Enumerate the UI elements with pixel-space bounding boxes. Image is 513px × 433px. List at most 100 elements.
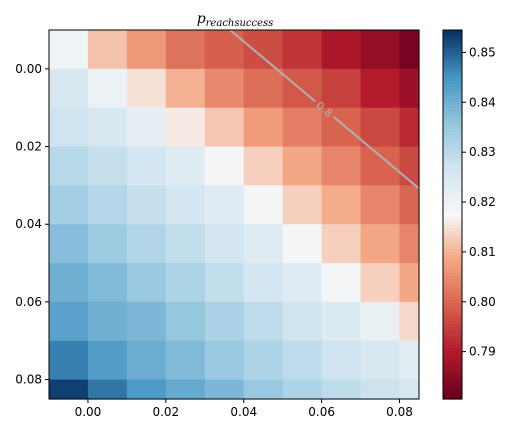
colorbar-swatch — [443, 36, 462, 40]
heatmap-cell — [243, 263, 284, 303]
heatmap-cell — [165, 340, 206, 381]
heatmap-cell — [282, 68, 323, 109]
heatmap-cell — [165, 379, 206, 400]
heatmap-cell — [243, 146, 284, 186]
heatmap-cell — [204, 146, 245, 186]
heatmap-cell — [321, 224, 362, 264]
colorbar-swatch — [443, 93, 462, 97]
colorbar-swatch — [443, 198, 462, 202]
heatmap-cell — [126, 107, 167, 148]
colorbar-swatch — [443, 210, 462, 214]
heatmap-cell — [165, 224, 206, 264]
colorbar-swatch — [443, 381, 462, 385]
colorbar-tick-label: 0.85 — [469, 45, 496, 59]
colorbar-swatch — [443, 105, 462, 109]
x-tick-label: 0.08 — [386, 405, 413, 419]
x-axis: 0.00 0.02 0.04 0.06 0.08 — [75, 399, 413, 419]
x-tick-label: 0.04 — [230, 405, 257, 419]
heatmap-cell — [360, 263, 401, 303]
colorbar-swatch — [443, 207, 462, 211]
heatmap-cell — [282, 107, 323, 148]
colorbar-swatch — [443, 99, 462, 103]
heatmap-cell — [165, 263, 206, 303]
colorbar-swatch — [443, 252, 462, 256]
heatmap-cell — [165, 107, 206, 148]
colorbar-axis: 0.79 0.80 0.81 0.82 0.83 0.84 0.85 — [462, 45, 496, 359]
colorbar-swatch — [443, 360, 462, 364]
colorbar-swatch — [443, 129, 462, 133]
colorbar-swatch — [443, 285, 462, 289]
colorbar-swatch — [443, 162, 462, 166]
colorbar-swatch — [443, 390, 462, 394]
colorbar-swatch — [443, 258, 462, 262]
heatmap-cell — [204, 340, 245, 381]
colorbar-swatch — [443, 48, 462, 52]
heatmap-cell — [321, 340, 362, 381]
heatmap-cell — [165, 185, 206, 225]
y-tick-label: 0.00 — [15, 62, 42, 76]
colorbar-swatch — [443, 81, 462, 85]
colorbar-swatch — [443, 249, 462, 253]
heatmap-cell — [126, 224, 167, 264]
heatmap-cell — [204, 68, 245, 109]
colorbar-swatch — [443, 387, 462, 391]
y-tick-label: 0.04 — [15, 217, 42, 231]
y-tick-label: 0.08 — [15, 373, 42, 387]
colorbar-swatch — [443, 123, 462, 127]
colorbar-swatch — [443, 222, 462, 226]
colorbar-swatch — [443, 231, 462, 235]
chart-title: preachsuccess — [197, 11, 274, 29]
colorbar-swatch — [443, 54, 462, 58]
colorbar-swatch — [443, 297, 462, 301]
colorbar-swatch — [443, 267, 462, 271]
colorbar-swatch — [443, 186, 462, 190]
colorbar-swatch — [443, 333, 462, 337]
heatmap-cell — [87, 185, 128, 225]
heatmap-cell — [360, 301, 401, 342]
heatmap-cell — [126, 185, 167, 225]
y-axis: 0.00 0.02 0.04 0.06 0.08 — [15, 62, 49, 387]
heatmap-cell — [360, 30, 401, 70]
colorbar-swatch — [443, 135, 462, 139]
heatmap-cell — [49, 68, 89, 109]
heatmap-cell — [204, 224, 245, 264]
colorbar-swatch — [443, 39, 462, 43]
colorbar-swatch — [443, 309, 462, 313]
colorbar-swatch — [443, 393, 462, 397]
heatmap-cell — [399, 263, 420, 303]
colorbar-swatch — [443, 111, 462, 115]
colorbar-swatch — [443, 291, 462, 295]
colorbar-swatch — [443, 288, 462, 292]
colorbar-swatch — [443, 261, 462, 265]
heatmap-cell — [321, 379, 362, 400]
heatmap-cell — [321, 107, 362, 148]
contour-line — [333, 116, 420, 190]
heatmap-cell — [87, 107, 128, 148]
heatmap-cell — [87, 263, 128, 303]
colorbar-swatch — [443, 246, 462, 250]
heatmap-cell — [282, 30, 323, 70]
colorbar-swatch — [443, 87, 462, 91]
heatmap-cell — [399, 68, 420, 109]
heatmap-cell — [243, 107, 284, 148]
colorbar-swatch — [443, 120, 462, 124]
heatmap-cells — [49, 30, 420, 400]
heatmap-cell — [49, 301, 89, 342]
colorbar-swatch — [443, 327, 462, 331]
heatmap-cell — [360, 340, 401, 381]
heatmap-cell — [282, 146, 323, 186]
colorbar-swatch — [443, 45, 462, 49]
heatmap-cell — [243, 185, 284, 225]
colorbar-swatch — [443, 255, 462, 259]
colorbar-swatch — [443, 171, 462, 175]
colorbar-swatch — [443, 330, 462, 334]
colorbar-swatch — [443, 336, 462, 340]
heatmap-cell — [165, 30, 206, 70]
colorbar-swatch — [443, 66, 462, 70]
colorbar-swatch — [443, 33, 462, 37]
title-main: p — [197, 11, 206, 27]
heatmap-cell — [87, 68, 128, 109]
colorbar-swatch — [443, 189, 462, 193]
heatmap-cell — [126, 263, 167, 303]
